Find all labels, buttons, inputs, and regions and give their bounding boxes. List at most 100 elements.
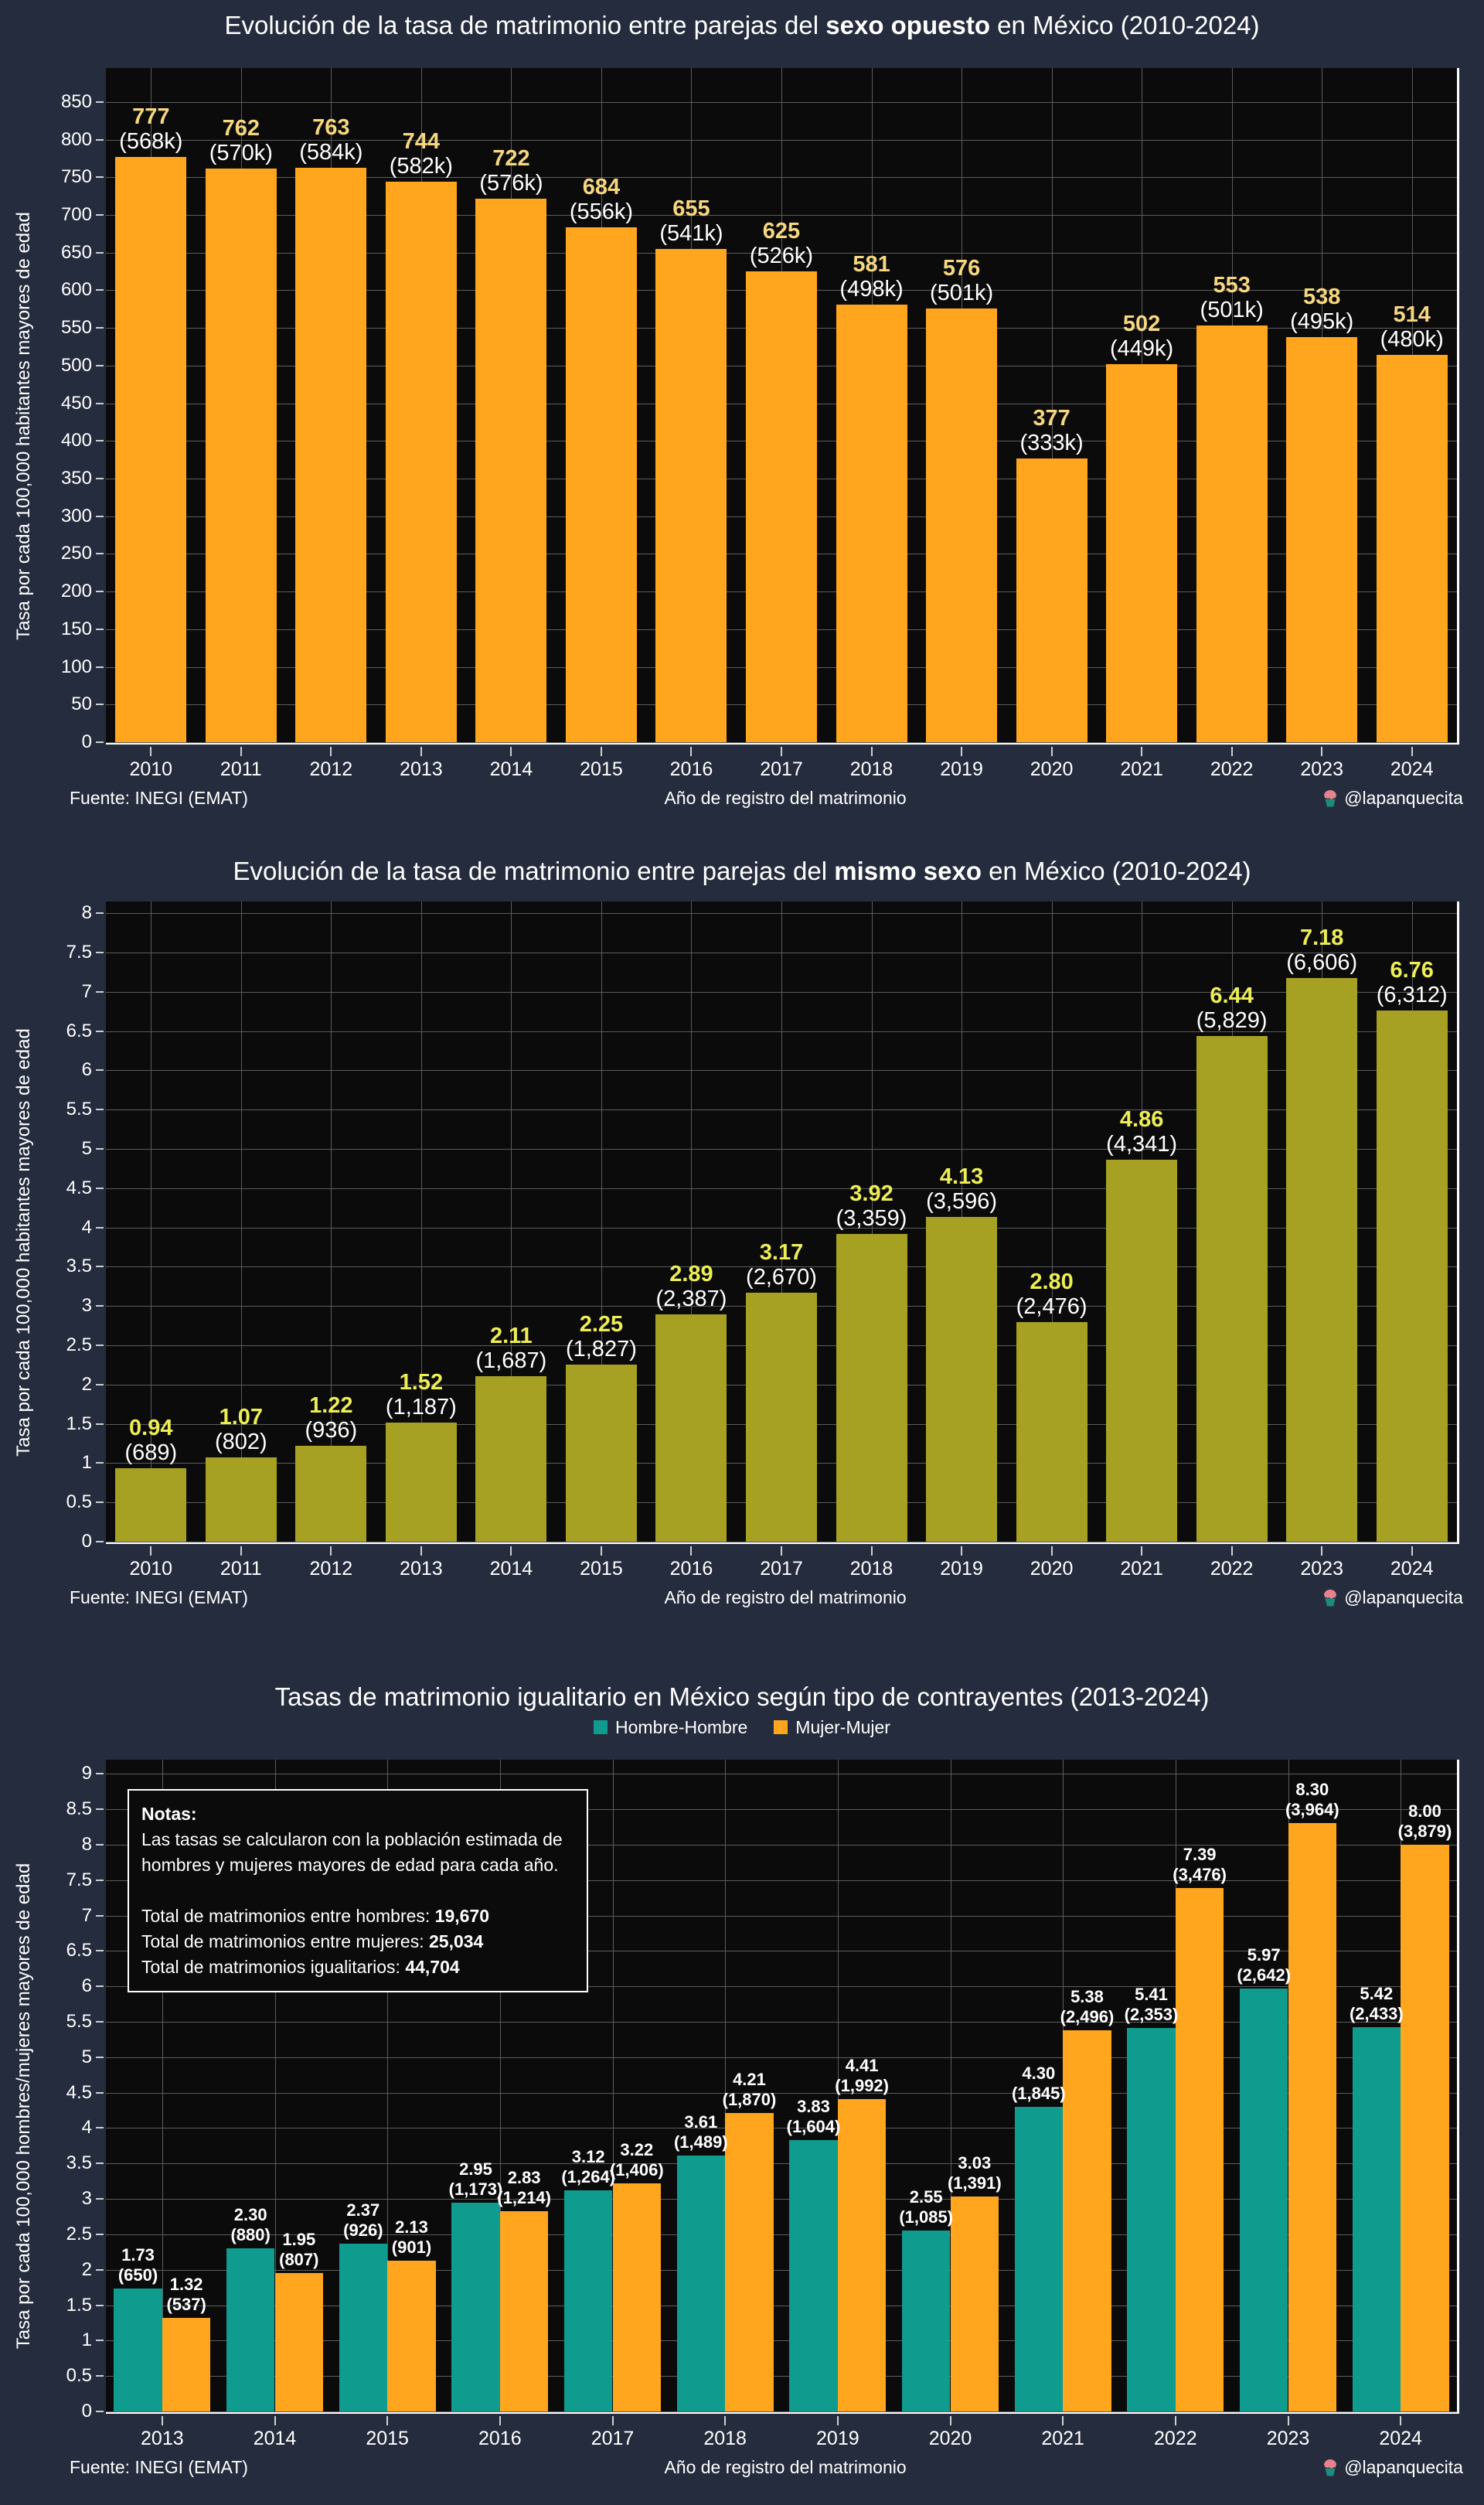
bar-label: 762 (570k) — [170, 116, 312, 165]
bar-count-label: (541k) — [659, 220, 723, 246]
x-tick-label: 2024 — [1379, 2428, 1422, 2449]
y-tick-label: 700 — [60, 203, 92, 225]
bar-rate-label: 762 — [222, 115, 260, 141]
y-tick-label: 250 — [60, 543, 92, 564]
legend: Hombre-Hombre Mujer-Mujer — [0, 1713, 1484, 1741]
bar-rate-label: 5.42 — [1360, 1984, 1394, 2004]
bar — [387, 2260, 436, 2411]
bar-label: 763 (584k) — [260, 115, 402, 165]
y-tick-label: 5.5 — [66, 2011, 92, 2033]
x-tick-label: 2014 — [489, 1558, 533, 1580]
x-tick-mark — [510, 1546, 512, 1556]
x-tick-label: 2011 — [220, 758, 262, 780]
bar-rate-label: 1.07 — [219, 1405, 264, 1430]
bar-label: 7.18 (6,606) — [1251, 925, 1393, 975]
bar — [339, 2243, 388, 2411]
bar-rate-label: 7.39 — [1183, 1844, 1217, 1864]
bar — [1106, 363, 1178, 742]
bar-rate-label: 763 — [312, 114, 350, 140]
x-tick-mark — [420, 1546, 422, 1556]
x-tick-mark — [690, 1546, 693, 1556]
bar-count-label: (3,879) — [1397, 1821, 1452, 1841]
bar-count-label: (1,406) — [609, 2159, 664, 2180]
x-tick-mark — [781, 1546, 782, 1556]
bar-count-label: (480k) — [1380, 327, 1444, 353]
x-tick-mark — [1321, 1546, 1323, 1556]
y-tick-mark — [96, 2375, 104, 2377]
bar-rate-label: 2.13 — [395, 2217, 428, 2237]
y-tick-mark — [96, 1187, 104, 1189]
y-tick-label: 8 — [81, 1833, 92, 1855]
bar-rate-label: 4.86 — [1119, 1107, 1164, 1133]
x-tick-mark — [600, 747, 602, 756]
x-tick-mark — [150, 1546, 152, 1556]
bar-count-label: (537) — [166, 2295, 206, 2315]
v-gridline — [1051, 68, 1053, 742]
bar-rate-label: 744 — [402, 129, 441, 155]
x-tick-label: 2021 — [1041, 2428, 1084, 2449]
y-tick-mark — [96, 364, 104, 366]
x-tick-label: 2016 — [669, 1558, 713, 1580]
y-tick-mark — [96, 1462, 104, 1464]
y-tick-mark — [96, 741, 104, 743]
bar — [926, 1217, 998, 1542]
legend-swatch-orange — [774, 1720, 788, 1734]
notes-total-label: Total de matrimonios entre mujeres: — [141, 1931, 429, 1951]
bar — [475, 198, 547, 742]
notes-total-value: 44,704 — [405, 1957, 460, 1977]
y-tick-mark — [96, 666, 104, 668]
bar-rate-label: 3.22 — [620, 2139, 654, 2159]
bar-label: 722 (576k) — [440, 146, 582, 196]
chart-panel-couple-types: Tasas de matrimonio igualitario en Méxic… — [0, 1670, 1484, 2505]
bar-label: 2.37 (926) — [292, 2200, 434, 2241]
y-tick-label: 2.5 — [66, 1334, 92, 1355]
bar — [1288, 1823, 1337, 2411]
chart-title: Evolución de la tasa de matrimonio entre… — [0, 0, 1484, 42]
bar-count-label: (650) — [117, 2265, 158, 2285]
bar-count-label: (556k) — [569, 199, 634, 224]
bar-label: 4.30 (1,845) — [968, 2064, 1110, 2104]
h-gridline — [106, 1880, 1457, 1881]
bar-label: 6.44 (5,829) — [1161, 983, 1303, 1033]
bar-rate-label: 2.11 — [489, 1323, 533, 1348]
x-tick-mark — [499, 2416, 501, 2425]
y-tick-mark — [96, 1501, 104, 1504]
y-tick-label: 7.5 — [66, 942, 92, 963]
source-label: Fuente: INEGI (EMAT) — [70, 1587, 248, 1607]
x-tick-mark — [1050, 747, 1053, 756]
bar-rate-label: 4.21 — [733, 2070, 766, 2090]
x-tick-mark — [724, 2416, 727, 2425]
y-tick-label: 4.5 — [66, 1177, 92, 1198]
h-gridline — [106, 2092, 1457, 2094]
bar — [115, 156, 187, 742]
bar-count-label: (6,606) — [1286, 949, 1358, 975]
bar-rate-label: 502 — [1122, 311, 1161, 336]
h-gridline — [106, 2376, 1457, 2377]
x-tick-mark — [870, 1546, 873, 1556]
y-tick-mark — [96, 1148, 104, 1150]
bar-label: 655 (541k) — [620, 196, 762, 246]
y-tick-label: 350 — [60, 467, 92, 489]
v-gridline — [420, 901, 422, 1542]
x-tick-mark — [1287, 2416, 1289, 2425]
x-tick-label: 2020 — [1030, 1558, 1074, 1580]
bar — [565, 227, 637, 742]
chart-body: Tasa por cada 100,000 habitantes mayores… — [13, 68, 1459, 783]
legend-label: Mujer-Mujer — [795, 1716, 890, 1737]
x-tick-label: 2021 — [1120, 1558, 1163, 1580]
x-tick-mark — [1174, 2416, 1176, 2425]
bar-count-label: (6,312) — [1376, 983, 1448, 1008]
bar-label: 8.00 (3,879) — [1353, 1801, 1484, 1842]
bar-label: 2.83 (1,214) — [453, 2168, 595, 2208]
x-tick-label: 2015 — [580, 758, 623, 780]
y-axis-label: Tasa por cada 100,000 habitantes mayores… — [13, 1028, 34, 1457]
credit-handle: @lapanquecita — [1344, 2457, 1463, 2477]
credit: @lapanquecita — [1322, 788, 1463, 809]
bar-count-label: (1,992) — [835, 2075, 889, 2095]
v-gridline — [1051, 901, 1053, 1542]
bar — [1401, 1844, 1449, 2411]
y-tick-label: 6.5 — [66, 1020, 92, 1041]
bar-label: 2.89 (2,387) — [620, 1262, 762, 1311]
y-tick-mark — [96, 2198, 104, 2200]
bar-label: 2.55 (1,085) — [855, 2187, 997, 2227]
